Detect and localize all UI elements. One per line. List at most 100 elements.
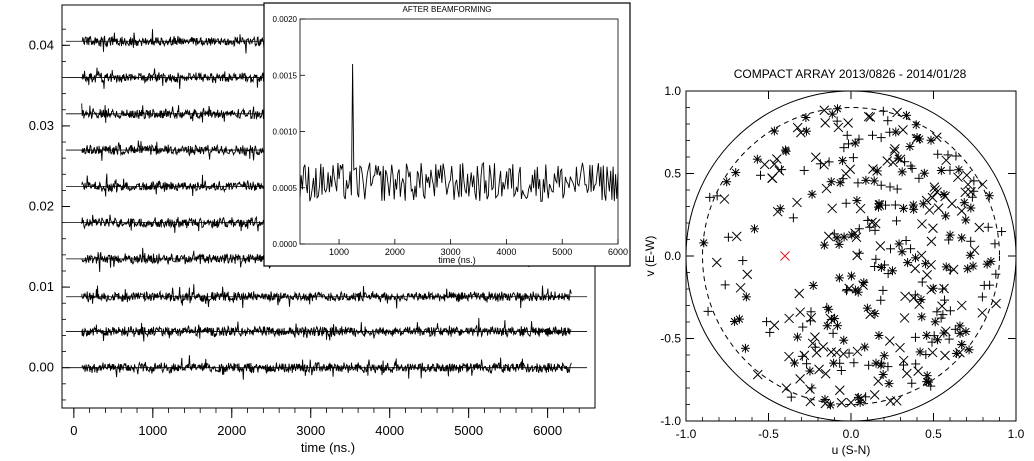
- uv-point-plus: [712, 191, 722, 201]
- uv-point-plus: [899, 360, 909, 370]
- uv-point-cross: [821, 183, 832, 194]
- uv-point-star: [894, 239, 904, 249]
- uv-point-star: [729, 316, 739, 326]
- uv-point-cross: [771, 154, 782, 164]
- uv-point-star: [740, 343, 750, 353]
- uv-ytick-label: 0.5: [664, 167, 681, 181]
- traces-ytick-label: 0.02: [29, 199, 54, 214]
- uv-point-cross: [888, 157, 898, 168]
- uv-point-star: [932, 335, 942, 345]
- uv-point-cross: [838, 348, 849, 359]
- uv-point-star: [901, 110, 911, 120]
- uv-point-cross: [794, 288, 805, 299]
- uv-point-cross: [852, 346, 863, 357]
- inset-ytick-label: 0.0005: [273, 184, 298, 193]
- uv-point-plus: [848, 153, 858, 163]
- uv-point-cross: [895, 342, 905, 353]
- inset-line: [299, 63, 619, 203]
- uv-point-star: [961, 215, 971, 225]
- uv-point-cross: [852, 250, 862, 261]
- uv-point-plus: [844, 348, 854, 358]
- uv-point-star: [941, 262, 951, 272]
- uv-point-plus: [824, 157, 834, 167]
- uv-point-cross: [873, 376, 884, 387]
- uv-point-cross: [929, 182, 940, 192]
- uv-point-cross: [927, 192, 938, 203]
- uv-point-star: [917, 312, 927, 322]
- traces-figure: 0 1000 2000 3000 4000 5000 6000 0.00 0.01 0.02 0.0…: [29, 2, 631, 455]
- uv-point-star: [899, 203, 909, 213]
- uv-point-star: [839, 335, 849, 345]
- uv-point-plus: [822, 302, 832, 312]
- uv-point-star: [884, 379, 894, 389]
- uv-ytick-label: -0.5: [660, 332, 681, 346]
- uv-point-star: [909, 204, 919, 214]
- uv-point-star: [781, 146, 791, 156]
- traces-ytick-label: 0.03: [29, 118, 54, 133]
- uv-point-cross: [772, 206, 783, 217]
- uv-point-plus: [738, 256, 748, 266]
- uv-point-star: [876, 360, 886, 370]
- uv-point-plus: [720, 280, 730, 290]
- uv-point-cross: [836, 397, 847, 408]
- uv-xtick-label: 0.0: [843, 427, 860, 441]
- uv-point-cross: [974, 222, 985, 233]
- uv-point-cross: [769, 159, 780, 169]
- uv-point-star: [824, 304, 834, 314]
- uv-point-star: [915, 134, 925, 144]
- inset-ticks: 1000 2000 3000 4000 5000 6000 0.0000 0.0005 0.00…: [273, 15, 628, 257]
- uv-point-cross: [926, 259, 936, 270]
- uv-point-cross: [869, 390, 880, 400]
- uv-dashed-circle: [702, 107, 1000, 405]
- uv-point-cross: [855, 203, 866, 214]
- uv-point-cross: [928, 223, 938, 234]
- uv-point-plus: [871, 254, 881, 264]
- uv-point-plus: [868, 130, 878, 140]
- uv-point-star: [928, 283, 938, 293]
- uv-point-plus: [892, 184, 902, 194]
- uv-point-star: [965, 250, 975, 260]
- uv-point-plus: [805, 316, 815, 326]
- uv-point-cross: [917, 219, 927, 229]
- uv-point-cross: [735, 282, 746, 293]
- uv-point-star: [861, 175, 871, 185]
- inset-panel: AFTER BEAMFORMING 1000 2000 3000 4000 5000 60…: [263, 2, 631, 267]
- uv-point-star: [936, 166, 946, 176]
- uv-point-cross: [818, 342, 829, 352]
- uv-point-plus: [788, 213, 798, 223]
- uv-point-star: [835, 178, 845, 188]
- uv-point-star: [827, 109, 837, 119]
- uv-point-plus: [907, 163, 917, 173]
- uv-point-plus: [723, 232, 733, 242]
- traces-xtick-label: 0: [70, 423, 77, 438]
- uv-point-star: [912, 132, 922, 142]
- uv-point-star: [834, 273, 844, 283]
- uv-point-cross: [807, 338, 818, 349]
- traces-xtick-label: 5000: [454, 423, 483, 438]
- uv-point-plus: [885, 244, 895, 254]
- uv-point-plus: [890, 200, 900, 210]
- uv-point-cross: [891, 395, 902, 406]
- uv-point-plus: [705, 192, 715, 202]
- uv-point-cross: [819, 159, 829, 170]
- uv-point-cross: [784, 351, 794, 362]
- uv-point-cross: [820, 118, 831, 128]
- uv-point-cross: [841, 168, 851, 179]
- uv-point-cross: [900, 291, 910, 302]
- uv-point-star: [801, 113, 811, 123]
- uv-point-cross: [940, 350, 950, 361]
- uv-point-star: [829, 358, 839, 368]
- uv-point-plus: [906, 161, 916, 171]
- uv-point-star: [959, 198, 969, 208]
- uv-point-cross: [889, 146, 900, 157]
- uv-point-star: [922, 371, 932, 381]
- uv-point-cross: [844, 283, 854, 294]
- uv-point-cross: [769, 320, 780, 331]
- uv-point-cross: [916, 250, 927, 261]
- inset-ytick-label: 0.0000: [273, 240, 298, 249]
- traces-xtick-label: 3000: [296, 423, 325, 438]
- uv-point-star: [905, 142, 915, 152]
- uv-point-star: [838, 156, 848, 166]
- uv-point-cross: [898, 125, 908, 135]
- uv-point-plus: [876, 180, 886, 190]
